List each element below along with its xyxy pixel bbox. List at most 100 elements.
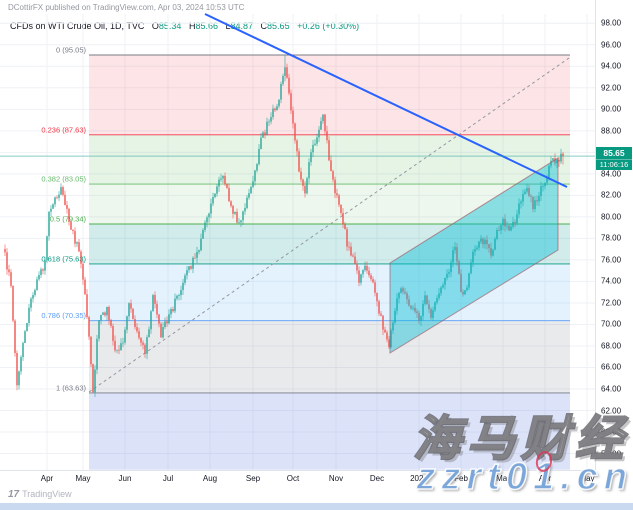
candle-body	[138, 331, 140, 338]
tradingview-logo-icon: 17	[8, 489, 20, 500]
candle-body	[100, 314, 102, 321]
candle-body	[96, 338, 98, 370]
candle-body	[208, 213, 210, 218]
fib-band	[89, 320, 570, 393]
candle-body	[404, 291, 406, 294]
candle-body	[448, 272, 450, 274]
candle-body	[290, 93, 292, 111]
fib-level-label: 0.5 (79.34)	[50, 214, 87, 223]
candle-body	[432, 310, 434, 318]
change-value: +0.26 (+0.30%)	[297, 21, 360, 31]
candle-body	[106, 306, 108, 316]
candle-body	[298, 151, 300, 172]
candle-body	[540, 186, 542, 196]
candle-body	[356, 263, 358, 271]
candle-body	[110, 320, 112, 327]
candle-body	[152, 295, 154, 312]
candle-body	[150, 311, 152, 330]
publish-attribution: DCottirFX published on TradingView.com, …	[8, 3, 245, 12]
candle-body	[282, 76, 284, 84]
candle-body	[246, 197, 248, 208]
candle-body	[336, 193, 338, 196]
time-tick-label: Jul	[162, 474, 174, 483]
candle-body	[44, 260, 46, 271]
candle-body	[296, 140, 298, 152]
candle-body	[314, 143, 316, 145]
candle-body	[88, 317, 90, 337]
candle-body	[352, 255, 354, 257]
candle-body	[192, 257, 194, 269]
candle-body	[156, 303, 158, 315]
candle-body	[368, 270, 370, 276]
candle-body	[454, 247, 456, 251]
candle-body	[66, 205, 68, 209]
candle-body	[504, 218, 506, 227]
candle-body	[54, 197, 56, 205]
candle-body	[490, 248, 492, 256]
price-tick-label: 90.00	[601, 104, 622, 114]
candle-body	[464, 290, 466, 295]
candle-body	[346, 229, 348, 247]
candle-body	[342, 212, 344, 225]
candle-body	[120, 343, 122, 351]
time-axis[interactable]: Apr May Jun Jul Aug Sep Oct Nov Dec 2024 Feb Mar Apr…	[0, 470, 595, 487]
candle-body	[238, 222, 240, 224]
candle-body	[174, 298, 176, 312]
candle-body	[358, 270, 360, 283]
candle-body	[550, 160, 552, 166]
candle-body	[128, 303, 130, 317]
candle-body	[538, 195, 540, 202]
candle-body	[498, 230, 500, 231]
candle-body	[546, 178, 548, 183]
candle-body	[548, 165, 550, 179]
candle-body	[48, 211, 50, 237]
time-tick-label: Apr	[538, 474, 552, 483]
candle-body	[144, 344, 146, 354]
candle-body	[42, 269, 44, 271]
price-tick-label: 82.00	[601, 190, 622, 200]
candle-body	[420, 316, 422, 321]
candle-body	[92, 364, 94, 393]
price-tick-label: 68.00	[601, 341, 622, 351]
price-tick-label: 58.00	[601, 449, 622, 459]
tradingview-logo[interactable]: 17 TradingView	[8, 489, 72, 500]
candle-body	[210, 203, 212, 214]
candle-body	[256, 164, 258, 171]
candle-body	[460, 273, 462, 292]
candle-body	[170, 309, 172, 315]
candle-body	[340, 204, 342, 213]
candle-body	[326, 131, 328, 141]
candle-body	[182, 282, 184, 291]
fib-level-label: 0 (95.05)	[56, 46, 87, 55]
candle-body	[50, 208, 52, 212]
candle-body	[60, 187, 62, 195]
fib-band	[89, 223, 570, 264]
candle-body	[558, 159, 560, 162]
candle-body	[202, 229, 204, 239]
candle-body	[354, 256, 356, 264]
candle-body	[72, 229, 74, 231]
candle-body	[418, 312, 420, 321]
candle-body	[162, 327, 164, 338]
candle-body	[4, 249, 6, 253]
candle-body	[390, 330, 392, 348]
descending-trendline	[204, 13, 568, 188]
time-tick-label: Feb	[454, 474, 468, 483]
candle-body	[146, 337, 148, 354]
candle-body	[52, 204, 54, 209]
candle-body	[206, 217, 208, 223]
candle-body	[216, 186, 218, 194]
price-chart-canvas[interactable]: 0 (95.05) 0.236 (87.63) 0.382 (83.05) 0.5 (…	[0, 0, 595, 510]
candle-body	[520, 201, 522, 204]
price-tick-label: 70.00	[601, 319, 622, 329]
candle-body	[36, 279, 38, 291]
candle-body	[446, 273, 448, 278]
candle-body	[242, 211, 244, 221]
candle-body	[274, 108, 276, 111]
candle-body	[250, 186, 252, 194]
candle-body	[348, 246, 350, 248]
candle-body	[28, 307, 30, 324]
fib-level-label: 0.618 (75.63)	[41, 254, 86, 263]
price-axis[interactable]: 98.0096.0094.0092.0090.0088.0086.0084.00…	[595, 0, 633, 470]
